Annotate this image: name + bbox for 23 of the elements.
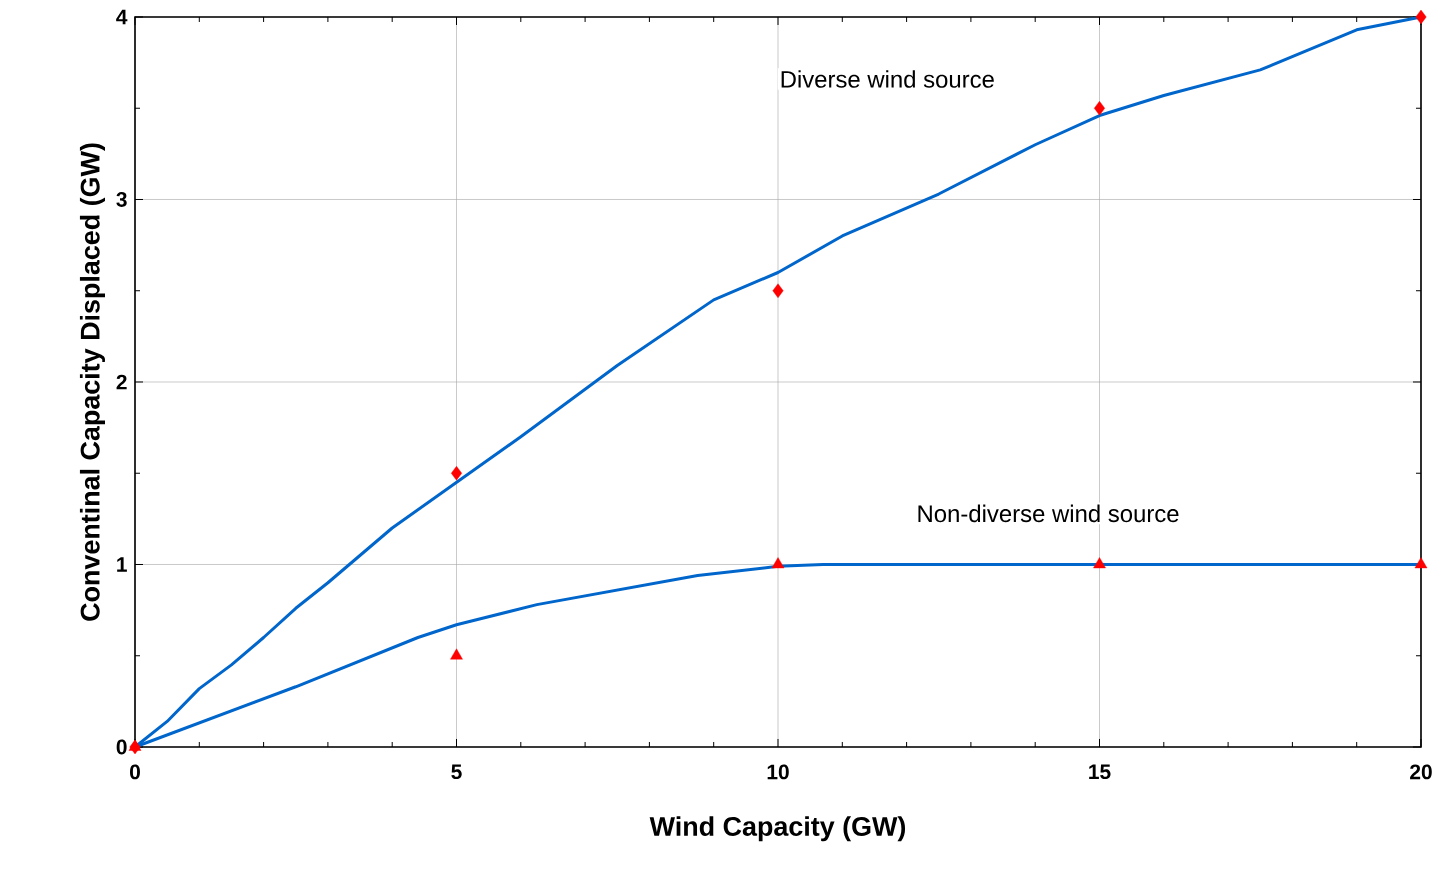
annotation: Non-diverse wind source bbox=[918, 504, 1179, 523]
point bbox=[450, 648, 463, 660]
x-axis-title: Wind Capacity (GW) bbox=[649, 816, 906, 842]
x-tick-label: 15 bbox=[1089, 764, 1111, 780]
x-tick-label: 0 bbox=[130, 764, 140, 780]
point bbox=[1094, 101, 1105, 116]
point bbox=[128, 739, 142, 751]
x-tick-label: 10 bbox=[767, 764, 789, 780]
point bbox=[451, 466, 462, 481]
x-tick-label: 20 bbox=[1410, 764, 1432, 780]
annotation: Diverse wind source bbox=[781, 70, 994, 88]
y-tick-label: 2 bbox=[116, 374, 127, 390]
y-tick-label: 0 bbox=[116, 739, 127, 755]
point bbox=[772, 283, 784, 298]
y-tick-label: 1 bbox=[117, 557, 127, 572]
y-tick-label: 4 bbox=[116, 9, 128, 25]
y-tick-label: 3 bbox=[116, 192, 127, 207]
point bbox=[1415, 9, 1427, 25]
point bbox=[771, 557, 785, 569]
point bbox=[1414, 557, 1428, 569]
x-tick-label: 5 bbox=[451, 764, 462, 780]
point bbox=[1093, 557, 1106, 569]
y-axis-title: Conventinal Capacity Displaced (GW) bbox=[79, 143, 105, 621]
